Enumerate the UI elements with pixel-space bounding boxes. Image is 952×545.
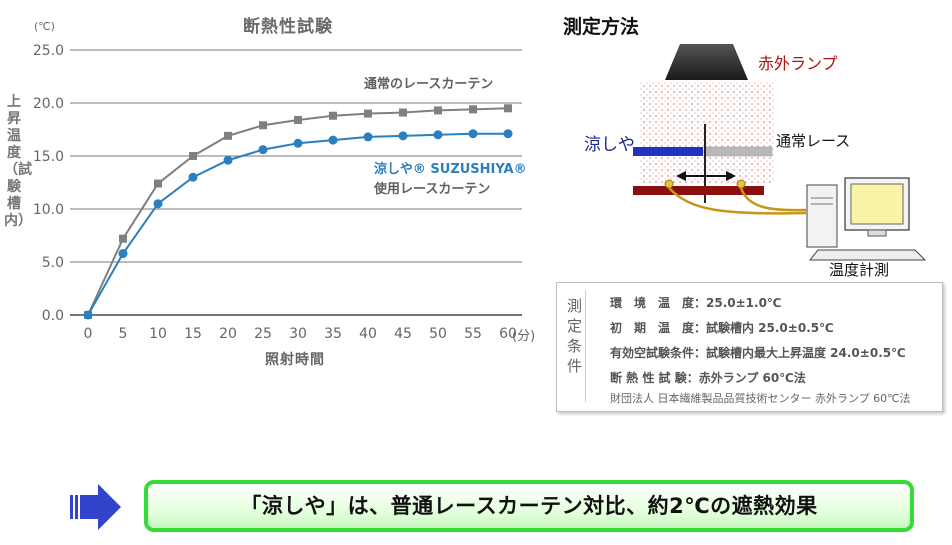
y-unit-label: (℃) xyxy=(34,20,55,33)
data-point-suzushiya xyxy=(468,129,478,139)
arrow-right-icon xyxy=(726,171,736,181)
x-tick-label: 10 xyxy=(149,326,167,342)
condition-row: 断 熱 性 試 験：赤外ランプ 60℃法 xyxy=(610,371,806,385)
sensor-cable xyxy=(668,187,807,215)
data-point-suzushiya xyxy=(188,172,198,182)
heat-rays xyxy=(640,82,775,184)
computer-icon xyxy=(806,177,927,261)
series-label-suzushiya-sub: 使用レースカーテン xyxy=(374,182,491,197)
data-point-normal xyxy=(259,121,267,130)
data-point-suzushiya xyxy=(328,135,338,145)
chart-title: 断熱性試験 xyxy=(243,17,333,37)
lace-sample xyxy=(703,146,773,157)
series-label-suzushiya: 涼しや® SUZUSHIYA® xyxy=(374,162,527,177)
sensor-cable-2 xyxy=(739,187,807,212)
measurement-label: 温度計測 xyxy=(829,261,890,279)
conditions-title: 測定条件 xyxy=(564,290,586,402)
condition-row: 初 期 温 度：試験槽内 25.0±0.5℃ xyxy=(610,321,834,335)
data-point-normal xyxy=(294,115,302,124)
y-tick-label: 5.0 xyxy=(42,255,64,271)
condition-row: 環 境 温 度：25.0±1.0℃ xyxy=(610,296,782,310)
data-point-suzushiya xyxy=(363,132,373,142)
x-tick-label: 20 xyxy=(219,326,237,342)
y-tick-label: 15.0 xyxy=(33,149,64,165)
conditions-box xyxy=(556,282,943,412)
x-tick-label: 55 xyxy=(464,326,482,342)
lace-label: 通常レース xyxy=(776,132,851,150)
y-tick-label: 25.0 xyxy=(33,43,64,59)
data-point-suzushiya xyxy=(293,138,303,148)
x-tick-label: 40 xyxy=(359,326,377,342)
x-tick-label: 60 xyxy=(499,326,517,342)
data-point-normal xyxy=(434,106,442,115)
banner-arrow-icon xyxy=(70,484,121,530)
y-tick-label: 0.0 xyxy=(42,308,64,324)
arrow-left-icon xyxy=(676,171,686,181)
data-point-normal xyxy=(189,152,197,160)
series-label-normal: 通常のレースカーテン xyxy=(364,77,494,92)
data-point-suzushiya xyxy=(118,249,128,259)
x-unit-label: (分) xyxy=(512,329,536,344)
chart-axes: 0.0 5.0 10.0 15.0 20.0 25.0 0 5 10 15 20 25 30 35 40 45… xyxy=(33,43,517,342)
x-tick-label: 35 xyxy=(324,326,342,342)
x-axis-label: 照射時間 xyxy=(265,352,325,368)
data-point-suzushiya xyxy=(223,155,233,165)
data-point-suzushiya xyxy=(83,310,93,320)
x-tick-label: 45 xyxy=(394,326,412,342)
y-tick-label: 20.0 xyxy=(33,96,64,112)
x-tick-label: 5 xyxy=(119,326,128,342)
conditions-note: 財団法人 日本繊維製品品質技術センター 赤外ランプ 60℃法 xyxy=(610,392,911,405)
y-tick-label: 10.0 xyxy=(33,202,64,218)
data-point-normal xyxy=(224,131,232,140)
sensor-right xyxy=(736,179,746,189)
data-point-suzushiya xyxy=(398,131,408,141)
data-point-normal xyxy=(504,104,512,113)
data-point-normal xyxy=(119,234,127,243)
condition-row: 有効空試験条件：試験槽内最大上昇温度 24.0±0.5℃ xyxy=(610,346,906,360)
sensor-left xyxy=(664,179,674,189)
chart-grid xyxy=(70,49,522,316)
data-point-normal xyxy=(329,111,337,120)
method-diagram xyxy=(633,44,927,261)
data-point-suzushiya xyxy=(258,145,268,155)
suzushiya-label: 涼しや xyxy=(584,135,635,155)
x-tick-label: 50 xyxy=(429,326,447,342)
data-point-normal xyxy=(154,179,162,188)
data-point-normal xyxy=(399,108,407,117)
data-point-normal xyxy=(469,105,477,114)
test-base xyxy=(633,186,764,195)
data-point-suzushiya xyxy=(433,130,443,140)
x-tick-label: 25 xyxy=(254,326,272,342)
x-tick-label: 30 xyxy=(289,326,307,342)
conclusion-banner xyxy=(144,480,914,532)
suzushiya-sample xyxy=(633,147,703,156)
lamp-label: 赤外ランプ xyxy=(758,54,838,73)
lamp-head xyxy=(665,44,748,80)
chart-series xyxy=(83,104,513,320)
method-title: 測定方法 xyxy=(563,16,640,38)
x-tick-label: 15 xyxy=(184,326,202,342)
data-point-normal xyxy=(364,109,372,118)
conclusion-text: 「涼しや」は、普通レースカーテン対比、約2℃の遮熱効果 xyxy=(240,494,818,518)
data-point-suzushiya xyxy=(153,199,163,209)
y-axis-label: 上昇温度（試験槽内） xyxy=(4,94,32,229)
x-tick-label: 0 xyxy=(84,326,93,342)
data-point-suzushiya xyxy=(503,129,513,139)
